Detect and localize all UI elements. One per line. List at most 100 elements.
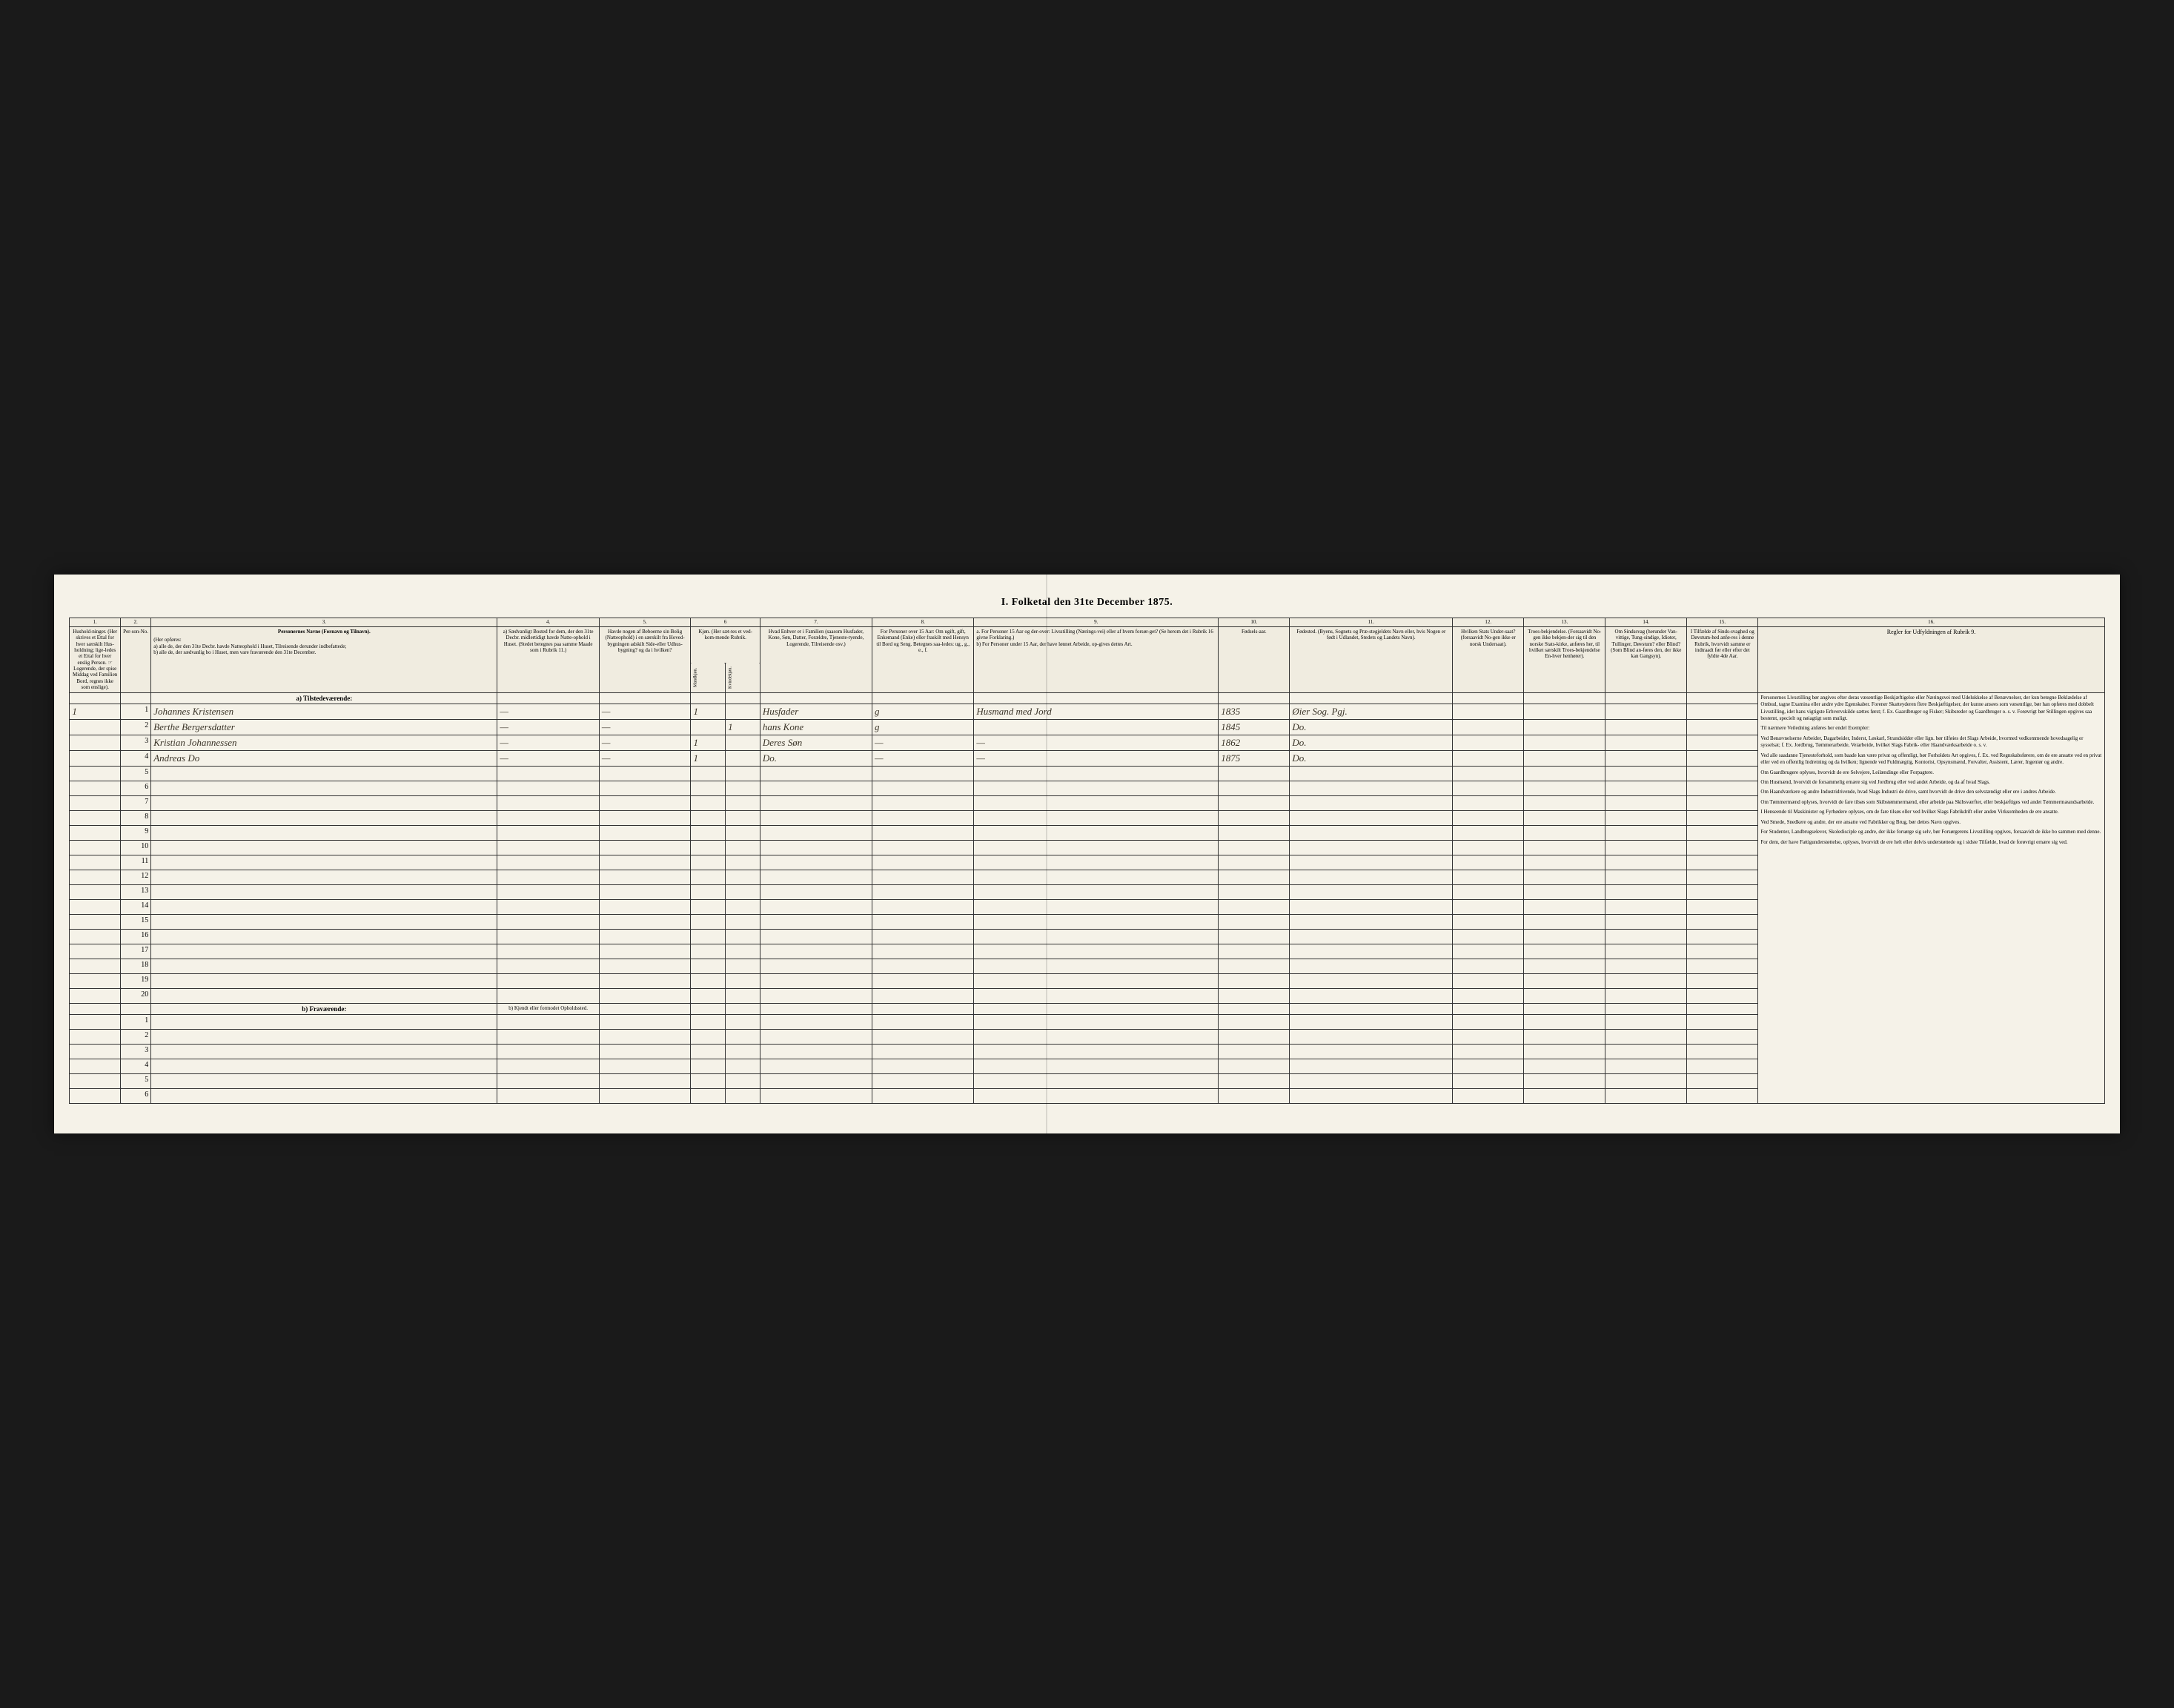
cell-empty (872, 1014, 974, 1029)
cell-empty (1290, 1029, 1453, 1044)
cell-empty (974, 914, 1219, 929)
cell-empty (691, 944, 726, 959)
cell-empty (1453, 1088, 1524, 1103)
cell-empty (1687, 944, 1758, 959)
cell-birthplace: Øier Sog. Pgj. (1290, 704, 1453, 719)
cell-empty (1605, 1073, 1687, 1088)
cell-empty (760, 988, 872, 1003)
cell-empty (726, 781, 760, 795)
cell-empty (1453, 914, 1524, 929)
cell-empty (1524, 781, 1605, 795)
cell-empty (760, 825, 872, 840)
instruction-paragraph: Til nærmere Veiledning anføres her endel… (1760, 725, 2101, 732)
cell-person-no: 16 (121, 929, 151, 944)
cell-person-no: 4 (121, 750, 151, 766)
cell-empty (1453, 766, 1524, 781)
cell-empty (760, 855, 872, 870)
cell-person-no: 1 (121, 704, 151, 719)
cell-empty (1687, 973, 1758, 988)
cell-name: Berthe Bergersdatter (151, 719, 497, 735)
instructions-cell: Personernes Livsstilling bør angives eft… (1758, 692, 2104, 1103)
cell-household (70, 750, 121, 766)
colnum-12: 12. (1453, 618, 1524, 626)
cell-empty (1290, 795, 1453, 810)
cell-empty (1524, 884, 1605, 899)
cell-empty (872, 1003, 974, 1014)
header-male: Mandkjøn. (691, 663, 726, 692)
cell-empty (1687, 1003, 1758, 1014)
cell-empty (1605, 795, 1687, 810)
cell-empty (599, 973, 691, 988)
cell-empty (872, 914, 974, 929)
cell-empty (872, 1059, 974, 1073)
cell-empty (760, 959, 872, 973)
cell-sex-f (726, 704, 760, 719)
header-civil-status: For Personer over 15 Aar: Om ugift, gift… (872, 626, 974, 692)
cell-empty (497, 959, 599, 973)
cell-religion (1524, 735, 1605, 750)
cell-empty (1219, 1088, 1290, 1103)
cell-empty (1605, 781, 1687, 795)
instructions-title-text: Regler for Udfyldningen af Rubrik 9. (1760, 629, 2101, 636)
cell-empty (70, 1014, 121, 1029)
cell-occupation: — (974, 750, 1219, 766)
cell-empty (1687, 959, 1758, 973)
cell-empty (1687, 692, 1758, 704)
cell-empty (70, 795, 121, 810)
cell-empty (599, 988, 691, 1003)
instruction-paragraph: Om Gaardbrugere oplyses, hvorvidt de ere… (1760, 769, 2101, 776)
cell-empty (872, 795, 974, 810)
cell-empty (1453, 929, 1524, 944)
cell-residence: — (497, 719, 599, 735)
cell-empty (599, 959, 691, 973)
cell-empty (691, 810, 726, 825)
cell-person-no: 6 (121, 1088, 151, 1103)
cell-religion (1524, 719, 1605, 735)
cell-empty (151, 855, 497, 870)
cell-empty (1290, 825, 1453, 840)
header-religion: Troes-bekjendelse. (Forsaavidt No-gen ik… (1524, 626, 1605, 692)
cell-empty (760, 929, 872, 944)
cell-empty (760, 810, 872, 825)
cell-empty (151, 899, 497, 914)
cell-outbuilding: — (599, 750, 691, 766)
cell-empty (1219, 1059, 1290, 1073)
cell-empty (599, 692, 691, 704)
cell-empty (1687, 884, 1758, 899)
cell-empty (974, 840, 1219, 855)
colnum-1: 1. (70, 618, 121, 626)
header-row: Hushold-ninger. (Her skrives et Ettal fo… (70, 626, 2104, 663)
header-family-relation: Hvad Enhver er i Familien (saasom Husfad… (760, 626, 872, 692)
cell-household (70, 735, 121, 750)
cell-empty (1290, 944, 1453, 959)
cell-person-no: 7 (121, 795, 151, 810)
cell-empty (691, 1059, 726, 1073)
header-citizenship: Hvilken Stats Under-saat? (forsaavidt No… (1453, 626, 1524, 692)
cell-empty (1290, 884, 1453, 899)
cell-empty (760, 781, 872, 795)
cell-empty (151, 1029, 497, 1044)
cell-empty (872, 959, 974, 973)
cell-empty (497, 1044, 599, 1059)
cell-empty (974, 884, 1219, 899)
cell-empty (872, 944, 974, 959)
cell-relation: Deres Søn (760, 735, 872, 750)
cell-empty (872, 988, 974, 1003)
cell-person-no: 5 (121, 1073, 151, 1088)
cell-empty (1605, 959, 1687, 973)
cell-empty (1687, 870, 1758, 884)
cell-empty (974, 870, 1219, 884)
cell-empty (70, 959, 121, 973)
cell-empty (497, 1088, 599, 1103)
cell-empty (151, 781, 497, 795)
cell-empty (974, 1014, 1219, 1029)
cell-empty (1219, 855, 1290, 870)
header-instructions-title: Regler for Udfyldningen af Rubrik 9. (1758, 626, 2104, 692)
cell-empty (760, 944, 872, 959)
cell-household: 1 (70, 704, 121, 719)
colnum-14: 14. (1605, 618, 1687, 626)
header-sex: Kjøn. (Her sæt-tes et ved-kom-mende Rubr… (691, 626, 760, 663)
cell-sex-m: 1 (691, 735, 726, 750)
cell-empty (1219, 973, 1290, 988)
cell-empty (1605, 810, 1687, 825)
